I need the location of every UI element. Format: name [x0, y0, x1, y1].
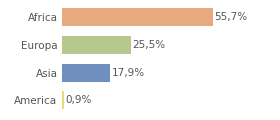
Bar	[62, 36, 131, 54]
Bar	[62, 8, 213, 26]
Text: 17,9%: 17,9%	[112, 68, 145, 78]
Text: 55,7%: 55,7%	[214, 12, 248, 22]
Bar	[62, 91, 64, 109]
Bar	[62, 64, 110, 82]
Text: 25,5%: 25,5%	[132, 40, 166, 50]
Text: 0,9%: 0,9%	[66, 95, 92, 105]
